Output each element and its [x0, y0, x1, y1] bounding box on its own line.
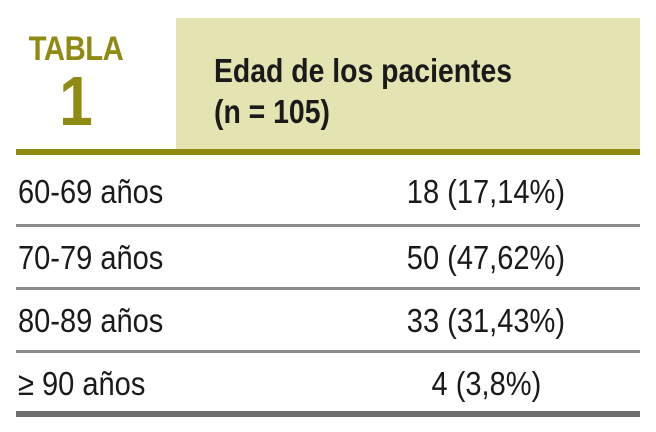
- footer-rule: [16, 411, 640, 417]
- row-count: 4 (3,8%): [431, 365, 541, 402]
- row-count: 18 (17,14%): [406, 173, 566, 210]
- table-title: Edad de los pacientes (n = 105): [214, 50, 512, 132]
- table-label-number: 1: [59, 62, 93, 140]
- table-title-panel: Edad de los pacientes (n = 105): [176, 18, 640, 150]
- header-rule: [16, 149, 640, 155]
- table-title-line1: Edad de los pacientes: [214, 52, 513, 89]
- row-divider: [16, 287, 640, 290]
- table-row: 60-69 años 18 (17,14%): [16, 160, 640, 222]
- row-age-range: 80-89 años: [18, 302, 164, 339]
- table-row: 80-89 años 33 (31,43%): [16, 289, 640, 351]
- row-count: 33 (31,43%): [406, 302, 566, 339]
- row-age-range: 60-69 años: [18, 173, 164, 210]
- row-divider: [16, 224, 640, 227]
- table-title-line2: (n = 105): [214, 93, 330, 130]
- row-divider: [16, 350, 640, 353]
- table-row: ≥ 90 años 4 (3,8%): [16, 352, 640, 414]
- row-count: 50 (47,62%): [406, 239, 566, 276]
- row-age-range: 70-79 años: [18, 239, 164, 276]
- table-label-word: TABLA: [28, 30, 124, 68]
- row-age-range: ≥ 90 años: [18, 365, 146, 402]
- table-row: 70-79 años 50 (47,62%): [16, 226, 640, 288]
